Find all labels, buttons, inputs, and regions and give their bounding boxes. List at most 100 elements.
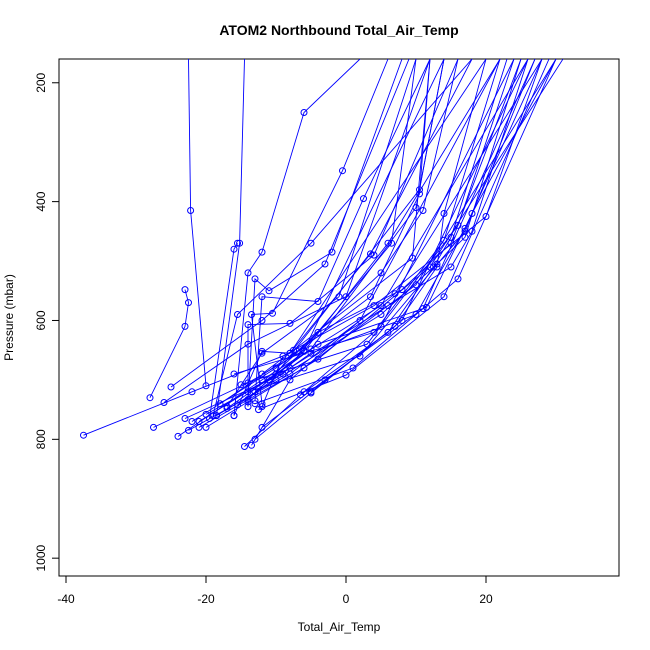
series-26 xyxy=(248,59,389,408)
series-8 xyxy=(195,59,557,431)
data-point xyxy=(181,415,189,422)
data-point xyxy=(314,328,322,336)
series-41 xyxy=(195,59,445,425)
series-line xyxy=(247,59,522,400)
data-point xyxy=(230,412,238,420)
series-line xyxy=(254,59,557,405)
data-point xyxy=(265,287,273,295)
data-point xyxy=(251,275,259,283)
series-line xyxy=(212,59,473,416)
series-40 xyxy=(181,59,417,422)
series-line xyxy=(205,59,564,428)
data-point xyxy=(258,400,266,408)
y-axis: 200 400 600 800 1000 xyxy=(34,72,60,572)
series-line xyxy=(188,59,207,386)
series-line xyxy=(251,59,501,446)
data-point xyxy=(258,248,266,256)
series-group xyxy=(80,59,564,450)
series-27 xyxy=(244,59,459,411)
data-point xyxy=(80,431,87,439)
data-point xyxy=(234,311,241,318)
y-tick-label: 400 xyxy=(34,191,48,211)
data-point xyxy=(377,302,385,310)
data-point xyxy=(433,260,441,268)
data-point xyxy=(202,382,210,390)
data-point xyxy=(297,391,304,399)
series-44 xyxy=(244,59,522,403)
series-line xyxy=(198,59,445,422)
data-point xyxy=(412,311,420,318)
x-axis-label: Total_Air_Temp xyxy=(298,620,381,634)
data-point xyxy=(146,394,154,402)
series-16 xyxy=(255,59,550,414)
data-point xyxy=(230,245,238,253)
series-line xyxy=(261,59,431,375)
series-line xyxy=(254,59,529,440)
data-point xyxy=(185,426,192,434)
series-line xyxy=(247,59,459,407)
series-line xyxy=(268,59,445,381)
data-point xyxy=(384,302,392,310)
data-point xyxy=(244,396,252,403)
series-line xyxy=(240,59,515,386)
data-point xyxy=(187,207,195,214)
series-line xyxy=(209,242,238,419)
data-point xyxy=(461,224,469,232)
data-point xyxy=(440,236,448,244)
data-point xyxy=(213,412,220,420)
series-25 xyxy=(251,59,431,405)
series-line xyxy=(216,59,245,416)
data-point xyxy=(360,195,367,203)
series-line xyxy=(216,59,522,416)
data-point xyxy=(307,349,315,357)
data-point xyxy=(300,109,308,116)
data-point xyxy=(230,370,238,378)
data-point xyxy=(286,376,294,384)
data-point xyxy=(454,275,462,283)
data-point xyxy=(269,309,276,317)
data-point xyxy=(223,404,231,412)
x-tick-label: 0 xyxy=(343,592,350,606)
data-point xyxy=(388,239,395,247)
series-line xyxy=(219,59,459,405)
series-30 xyxy=(230,59,473,420)
data-point xyxy=(234,401,241,409)
data-point xyxy=(251,397,259,405)
data-point xyxy=(272,370,280,378)
data-point xyxy=(236,239,244,247)
series-14 xyxy=(251,59,529,443)
series-6 xyxy=(174,59,529,440)
x-tick-label: -40 xyxy=(57,592,75,606)
series-line xyxy=(184,59,417,419)
series-5 xyxy=(146,286,192,402)
data-point xyxy=(419,207,427,214)
data-point xyxy=(160,399,168,406)
plot-area xyxy=(58,58,620,577)
data-point xyxy=(328,248,336,256)
data-point xyxy=(447,239,455,247)
data-point xyxy=(234,239,241,247)
data-point xyxy=(188,418,196,425)
data-point xyxy=(419,305,427,313)
data-point xyxy=(258,293,266,301)
series-line xyxy=(258,59,550,411)
data-point xyxy=(440,210,448,217)
data-point xyxy=(342,371,350,379)
series-line xyxy=(254,59,431,401)
data-point xyxy=(370,251,378,259)
data-point xyxy=(279,370,287,378)
data-point xyxy=(258,317,266,324)
data-point xyxy=(482,213,490,220)
data-point xyxy=(447,263,455,271)
data-point xyxy=(398,286,406,294)
series-line xyxy=(233,59,501,375)
x-axis: -40 -20 0 20 xyxy=(57,575,493,606)
x-tick-label: 20 xyxy=(479,592,493,606)
data-point xyxy=(174,432,182,440)
series-line xyxy=(149,289,189,398)
series-42 xyxy=(223,59,557,412)
data-point xyxy=(248,311,255,318)
data-point xyxy=(377,311,385,318)
data-point xyxy=(307,239,315,247)
data-point xyxy=(314,340,322,348)
